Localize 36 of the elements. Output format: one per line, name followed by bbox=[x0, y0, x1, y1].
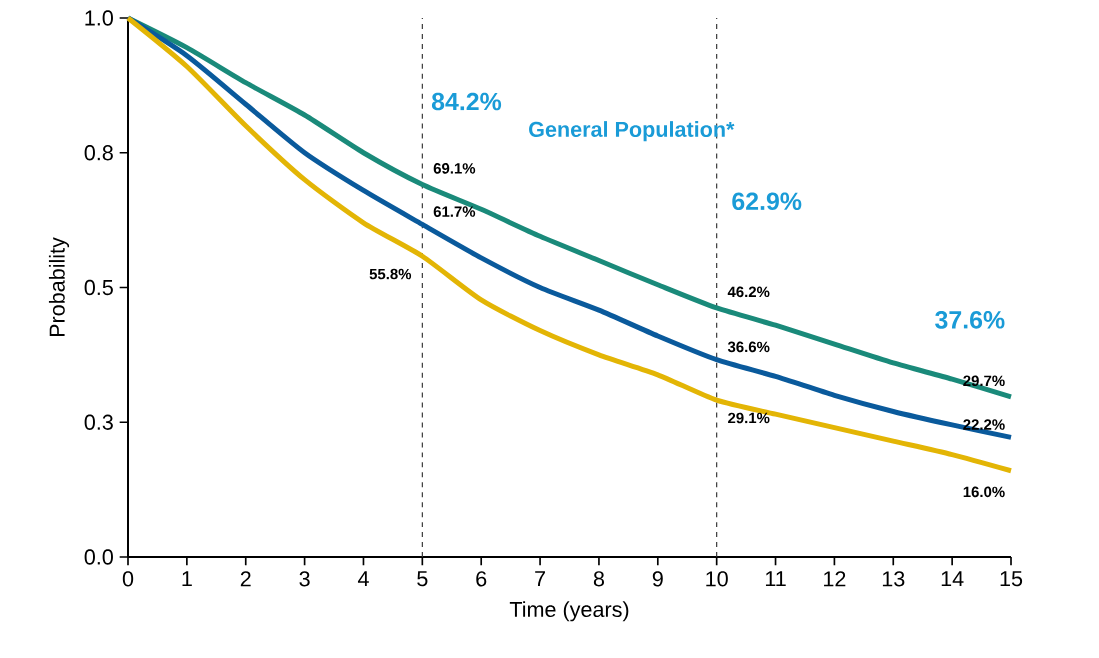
data-label: 36.6% bbox=[727, 341, 770, 353]
annotation: 62.9% bbox=[732, 192, 802, 211]
x-tick-label: 1 bbox=[182, 571, 192, 587]
data-label: 29.7% bbox=[963, 375, 1005, 387]
annotation: 84.2% bbox=[431, 92, 502, 111]
x-tick-label: 9 bbox=[652, 571, 663, 587]
data-label: 55.8% bbox=[369, 268, 412, 280]
y-tick-label: 1.0 bbox=[85, 10, 113, 26]
data-label: 16.0% bbox=[963, 486, 1005, 498]
x-tick-label: 14 bbox=[941, 571, 964, 587]
x-tick-label: 0 bbox=[122, 571, 134, 587]
x-axis-title: Time (years) bbox=[509, 601, 629, 622]
y-tick-label: 0.8 bbox=[84, 145, 113, 161]
y-axis-title: Probability bbox=[48, 237, 70, 337]
x-tick-label: 10 bbox=[706, 571, 728, 587]
x-tick-label: 3 bbox=[299, 571, 310, 587]
x-tick-label: 8 bbox=[593, 571, 604, 587]
x-tick-label: 5 bbox=[417, 571, 428, 587]
x-tick-label: 6 bbox=[476, 571, 487, 587]
y-tick-label: 0.3 bbox=[84, 414, 113, 430]
data-label: 29.1% bbox=[728, 412, 770, 424]
x-tick-label: 12 bbox=[824, 571, 846, 587]
data-label: 61.7% bbox=[433, 206, 476, 217]
x-tick-label: 11 bbox=[765, 571, 786, 587]
data-label: 22.2% bbox=[963, 419, 1005, 430]
x-tick-label: 7 bbox=[535, 571, 545, 587]
x-tick-label: 4 bbox=[357, 571, 369, 587]
x-tick-label: 15 bbox=[1000, 571, 1023, 587]
x-tick-label: 2 bbox=[240, 571, 251, 587]
y-tick-label: 0.5 bbox=[84, 279, 113, 296]
annotation: 37.6% bbox=[935, 311, 1005, 329]
data-label: 46.2% bbox=[727, 286, 770, 298]
annotation: General Population* bbox=[529, 121, 735, 142]
data-label: 69.1% bbox=[433, 163, 476, 174]
x-tick-label: 13 bbox=[882, 571, 905, 587]
y-tick-label: 0.0 bbox=[84, 549, 113, 565]
